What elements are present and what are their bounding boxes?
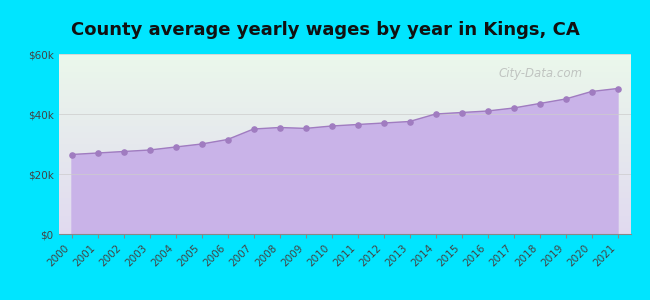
Point [508, 106, 519, 110]
Point [352, 122, 363, 127]
Point [430, 112, 441, 116]
Point [92, 151, 103, 155]
Point [560, 97, 571, 101]
Point [378, 121, 389, 125]
Point [144, 148, 155, 152]
Point [248, 127, 259, 131]
Point [118, 149, 129, 154]
Point [196, 142, 207, 146]
Point [300, 126, 311, 131]
Point [170, 145, 181, 149]
Point [222, 137, 233, 142]
Point [482, 109, 493, 113]
Point [534, 101, 545, 106]
Point [586, 89, 597, 94]
Text: County average yearly wages by year in Kings, CA: County average yearly wages by year in K… [71, 21, 579, 39]
Point [274, 125, 285, 130]
Point [66, 152, 77, 157]
Text: City-Data.com: City-Data.com [499, 67, 583, 80]
Point [326, 124, 337, 128]
Point [456, 110, 467, 115]
Point [612, 86, 623, 91]
Point [404, 119, 415, 124]
